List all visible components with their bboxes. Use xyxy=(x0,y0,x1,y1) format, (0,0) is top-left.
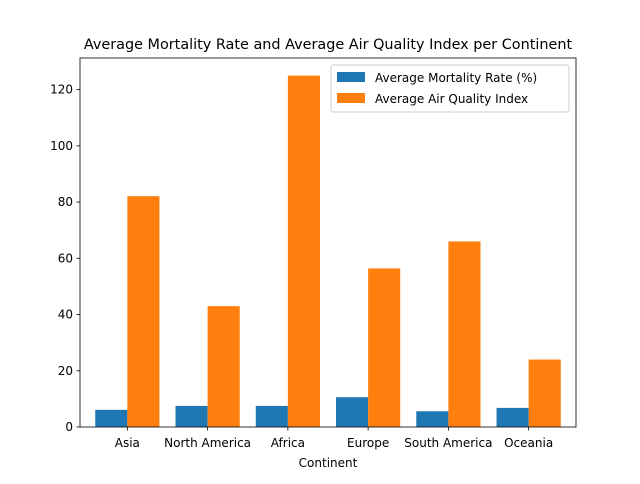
bar-aqi-2 xyxy=(287,75,320,427)
x-tick-label: Oceania xyxy=(504,436,553,450)
axes-layer: 0 20 40 60 80 100 120 Asia North America Africa Eu… xyxy=(50,57,577,450)
x-axis-label: Continent xyxy=(299,456,358,470)
y-tick-label: 40 xyxy=(58,308,73,322)
legend-box xyxy=(330,64,570,113)
y-tick-label: 60 xyxy=(58,251,73,265)
legend-label: Average Mortality Rate (%) xyxy=(375,71,537,85)
bars-layer xyxy=(95,75,561,427)
bar-mortality-2 xyxy=(255,405,288,427)
bar-mortality-1 xyxy=(175,405,208,427)
x-tick-label: South America xyxy=(404,436,492,450)
bar-aqi-4 xyxy=(448,241,481,427)
plot-frame xyxy=(79,57,577,428)
y-tick-label: 120 xyxy=(50,83,73,97)
bar-aqi-0 xyxy=(127,196,160,427)
legend-swatch xyxy=(337,93,365,103)
bar-aqi-5 xyxy=(528,359,561,427)
y-tick-label: 20 xyxy=(58,364,73,378)
x-tick-label: North America xyxy=(164,436,251,450)
legend-label: Average Air Quality Index xyxy=(375,92,528,106)
bar-mortality-3 xyxy=(336,397,369,427)
x-tick-label: Europe xyxy=(347,436,389,450)
y-tick-label: 0 xyxy=(65,420,73,434)
y-tick-label: 80 xyxy=(58,195,73,209)
legend: Average Mortality Rate (%) Average Air Qu… xyxy=(330,64,570,113)
bar-aqi-3 xyxy=(368,268,401,427)
y-tick-label: 100 xyxy=(50,139,73,153)
bar-mortality-4 xyxy=(416,411,449,427)
bar-mortality-0 xyxy=(95,409,128,427)
chart-title: Average Mortality Rate and Average Air Q… xyxy=(84,37,573,53)
bar-aqi-1 xyxy=(207,306,240,427)
x-tick-label: Africa xyxy=(271,436,305,450)
bar-mortality-5 xyxy=(496,407,529,427)
legend-swatch xyxy=(337,72,365,82)
x-tick-label: Asia xyxy=(115,436,140,450)
